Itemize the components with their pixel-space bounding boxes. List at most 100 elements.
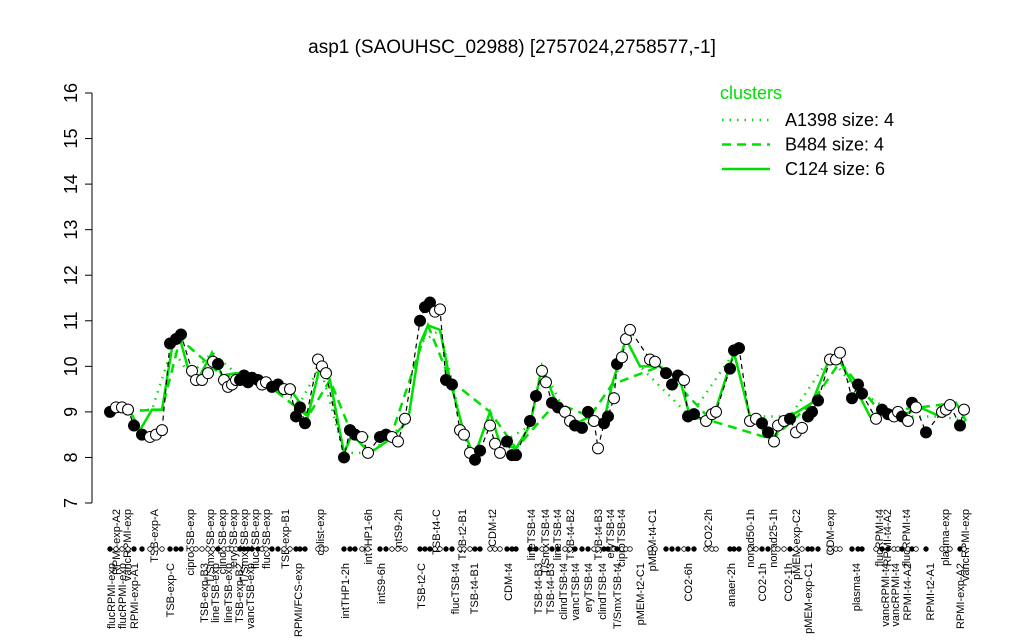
rug-point — [787, 546, 793, 552]
data-point — [592, 442, 604, 455]
rug-point — [572, 546, 578, 552]
data-point — [434, 303, 446, 316]
data-point — [649, 355, 661, 368]
rug-point — [178, 546, 184, 552]
data-point — [392, 435, 404, 448]
data-point — [582, 405, 594, 418]
data-point — [958, 403, 970, 416]
data-point — [920, 426, 932, 439]
x-tick-label: vancRPMI-t4 — [890, 563, 902, 627]
rug-point — [562, 546, 568, 552]
rug-point — [703, 546, 709, 552]
rug-point — [827, 546, 833, 552]
rug-point — [859, 546, 865, 552]
rug-point — [879, 546, 885, 552]
rug-point — [747, 546, 753, 552]
x-tick-label: CDM-t4 — [503, 563, 515, 601]
rug-point — [131, 546, 137, 552]
legend-label: A1398 size: 4 — [785, 110, 894, 130]
data-point — [122, 403, 134, 416]
rug-point — [543, 546, 549, 552]
x-tick-label: nonad25-1h — [768, 509, 780, 568]
data-point — [559, 405, 571, 418]
data-point — [446, 378, 458, 391]
rug-point — [585, 546, 591, 552]
data-point — [156, 424, 168, 437]
y-tick-label: 11 — [61, 311, 81, 330]
rug-point — [549, 546, 555, 552]
x-tick-label: flucRPMI-exp — [106, 563, 118, 629]
x-tick-label: vancRPMI-exp — [960, 509, 972, 581]
rug-point — [627, 546, 633, 552]
data-point — [846, 392, 858, 405]
data-point — [910, 401, 922, 414]
x-tick-label: eryTSB-exp — [228, 509, 240, 567]
rug-point — [614, 546, 620, 552]
data-point — [724, 362, 736, 375]
x-tick-label: T/SmxTSB-t4 — [612, 563, 624, 629]
x-tick-label: eryTSB-t4 — [605, 509, 617, 559]
x-tick-label: T/SmxTSB-exp — [205, 509, 217, 584]
rug-point — [675, 546, 681, 552]
rug-point — [669, 546, 675, 552]
rug-point — [652, 546, 658, 552]
x-tick-label: intTHP1-2h — [340, 563, 352, 619]
data-point — [608, 392, 620, 405]
y-tick-label: 8 — [61, 452, 81, 462]
x-tick-label: RPMI-exp-A2 — [955, 563, 967, 629]
y-tick-label: 12 — [61, 265, 81, 285]
rug-point — [567, 546, 573, 552]
data-point — [501, 435, 513, 448]
rug-point — [159, 546, 165, 552]
x-tick-label: T/SmxTSB-t4 — [540, 509, 552, 575]
data-point — [616, 351, 628, 364]
data-point — [524, 415, 536, 427]
rug-point — [605, 546, 611, 552]
data-point — [510, 449, 522, 462]
rug-point — [504, 546, 510, 552]
x-tick-label: TSB-t4-B2 — [565, 509, 577, 560]
data-point — [576, 421, 588, 434]
x-tick-label: vancTSB-exp — [245, 563, 257, 629]
legend-title: clusters — [720, 83, 782, 103]
x-tick-label: CO2-6h — [683, 563, 695, 602]
x-tick-label: RPMI-t4-A2 — [902, 563, 914, 620]
x-tick-label: eryTSB-t4 — [583, 563, 595, 613]
rug-point — [487, 546, 493, 552]
rug-point — [443, 546, 449, 552]
rug-point — [849, 546, 855, 552]
data-point — [399, 412, 411, 425]
rug-point — [731, 546, 737, 552]
x-tick-label: RPMI-exp-A1 — [129, 563, 141, 629]
data-point — [784, 412, 796, 425]
x-tick-label: flucRPMI-exp — [117, 563, 129, 629]
rug-point — [713, 546, 719, 552]
x-tick-label: TSB-t4-B3 — [545, 563, 557, 614]
rug-point — [383, 546, 389, 552]
rug-point — [759, 546, 765, 552]
data-point — [356, 430, 368, 443]
data-point — [474, 444, 486, 457]
data-point — [320, 367, 332, 380]
rug-point — [210, 546, 216, 552]
data-point — [530, 389, 542, 402]
rug-point — [297, 546, 303, 552]
data-point — [588, 415, 600, 427]
x-tick-label: vancTSB-t4 — [570, 563, 582, 620]
x-tick-label: ciproTSB-exp — [185, 509, 197, 576]
x-tick-label: anaer-2h — [726, 563, 738, 607]
y-tick-label: 15 — [61, 129, 81, 149]
x-tick-label: TSB-exp-B2 — [234, 563, 246, 623]
x-tick-label: lineTSB-exp — [223, 563, 235, 623]
legend-label: B484 size: 4 — [785, 135, 884, 155]
rug-point — [477, 546, 483, 552]
x-tick-label: RPMI-exp-A2 — [111, 509, 123, 575]
rug-point — [781, 546, 787, 552]
x-tick-label: pMEM-t4-C1 — [647, 509, 659, 571]
rug-point — [663, 546, 669, 552]
rug-point — [736, 546, 742, 552]
rug-point — [961, 546, 967, 552]
rug-point — [269, 546, 275, 552]
x-tick-label: RPMI-t4-A2 — [882, 509, 894, 566]
